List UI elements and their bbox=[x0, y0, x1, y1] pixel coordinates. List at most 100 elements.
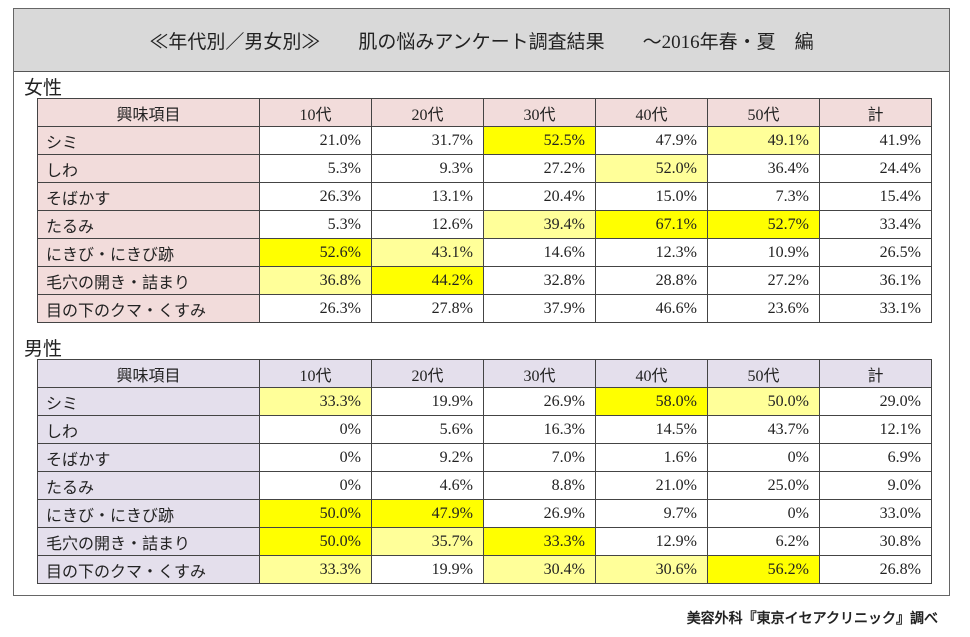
value-cell: 9.3% bbox=[371, 154, 484, 183]
value-cell: 13.1% bbox=[371, 182, 484, 211]
table-row: しわ 5.3% 9.3% 27.2% 52.0% 36.4% 24.4% bbox=[37, 154, 932, 183]
value-cell: 37.9% bbox=[483, 294, 596, 323]
column-header: 50代 bbox=[707, 98, 820, 127]
column-header: 40代 bbox=[595, 359, 708, 388]
value-cell: 41.9% bbox=[819, 126, 932, 155]
column-header: 計 bbox=[819, 359, 932, 388]
row-label: しわ bbox=[37, 154, 260, 183]
value-cell: 52.6% bbox=[259, 238, 372, 267]
source-credit: 美容外科『東京イセアクリニック』調べ bbox=[686, 611, 938, 627]
value-cell: 26.8% bbox=[819, 555, 932, 584]
value-cell: 33.4% bbox=[819, 210, 932, 239]
value-cell: 27.2% bbox=[707, 266, 820, 295]
table-row: そばかす 0% 9.2% 7.0% 1.6% 0% 6.9% bbox=[37, 443, 932, 472]
row-label: しわ bbox=[37, 415, 260, 444]
value-cell: 43.1% bbox=[371, 238, 484, 267]
value-cell: 33.0% bbox=[819, 499, 932, 528]
column-header: 興味項目 bbox=[37, 359, 260, 388]
value-cell: 26.3% bbox=[259, 182, 372, 211]
row-label: そばかす bbox=[37, 443, 260, 472]
value-cell: 9.0% bbox=[819, 471, 932, 500]
value-cell: 49.1% bbox=[707, 126, 820, 155]
value-cell: 47.9% bbox=[595, 126, 708, 155]
value-cell: 36.4% bbox=[707, 154, 820, 183]
value-cell: 10.9% bbox=[707, 238, 820, 267]
value-cell: 9.2% bbox=[371, 443, 484, 472]
row-label: シミ bbox=[37, 387, 260, 416]
value-cell: 5.3% bbox=[259, 210, 372, 239]
table-header-row: 興味項目 10代 20代 30代 40代 50代計 bbox=[37, 98, 932, 127]
value-cell: 50.0% bbox=[259, 527, 372, 556]
value-cell: 1.6% bbox=[595, 443, 708, 472]
value-cell: 14.6% bbox=[483, 238, 596, 267]
value-cell: 19.9% bbox=[371, 387, 484, 416]
value-cell: 12.1% bbox=[819, 415, 932, 444]
value-cell: 43.7% bbox=[707, 415, 820, 444]
female-table: 興味項目 10代 20代 30代 40代 50代計シミ 21.0% 31.7% 52.5% 47.… bbox=[37, 98, 932, 323]
value-cell: 52.0% bbox=[595, 154, 708, 183]
value-cell: 16.3% bbox=[483, 415, 596, 444]
value-cell: 20.4% bbox=[483, 182, 596, 211]
value-cell: 7.0% bbox=[483, 443, 596, 472]
column-header: 20代 bbox=[371, 359, 484, 388]
table-header-row: 興味項目 10代 20代 30代 40代 50代計 bbox=[37, 359, 932, 388]
value-cell: 56.2% bbox=[707, 555, 820, 584]
value-cell: 30.6% bbox=[595, 555, 708, 584]
value-cell: 58.0% bbox=[595, 387, 708, 416]
value-cell: 7.3% bbox=[707, 182, 820, 211]
column-header: 50代 bbox=[707, 359, 820, 388]
value-cell: 33.1% bbox=[819, 294, 932, 323]
value-cell: 27.2% bbox=[483, 154, 596, 183]
value-cell: 0% bbox=[259, 415, 372, 444]
row-label: にきび・にきび跡 bbox=[37, 499, 260, 528]
value-cell: 32.8% bbox=[483, 266, 596, 295]
value-cell: 52.7% bbox=[707, 210, 820, 239]
male-table: 興味項目 10代 20代 30代 40代 50代計シミ 33.3% 19.9% 26.9% 58.… bbox=[37, 359, 932, 584]
table-row: たるみ 5.3% 12.6% 39.4% 67.1% 52.7% 33.4% bbox=[37, 210, 932, 239]
value-cell: 27.8% bbox=[371, 294, 484, 323]
value-cell: 36.8% bbox=[259, 266, 372, 295]
table-row: にきび・にきび跡 50.0% 47.9% 26.9% 9.7% 0% 33.0% bbox=[37, 499, 932, 528]
value-cell: 21.0% bbox=[595, 471, 708, 500]
row-label: たるみ bbox=[37, 471, 260, 500]
value-cell: 15.0% bbox=[595, 182, 708, 211]
section-label-female: 女性 bbox=[24, 78, 63, 99]
value-cell: 26.5% bbox=[819, 238, 932, 267]
value-cell: 30.8% bbox=[819, 527, 932, 556]
value-cell: 5.6% bbox=[371, 415, 484, 444]
value-cell: 5.3% bbox=[259, 154, 372, 183]
value-cell: 50.0% bbox=[707, 387, 820, 416]
value-cell: 14.5% bbox=[595, 415, 708, 444]
row-label: たるみ bbox=[37, 210, 260, 239]
section-label-male: 男性 bbox=[24, 339, 63, 360]
value-cell: 12.9% bbox=[595, 527, 708, 556]
value-cell: 29.0% bbox=[819, 387, 932, 416]
page-title: ≪年代別／男女別≫ 肌の悩みアンケート調査結果 ～2016年春・夏 編 bbox=[14, 9, 949, 72]
value-cell: 33.3% bbox=[259, 555, 372, 584]
value-cell: 4.6% bbox=[371, 471, 484, 500]
table-row: シミ 21.0% 31.7% 52.5% 47.9% 49.1% 41.9% bbox=[37, 126, 932, 155]
column-header: 40代 bbox=[595, 98, 708, 127]
value-cell: 0% bbox=[259, 471, 372, 500]
value-cell: 47.9% bbox=[371, 499, 484, 528]
row-label: 毛穴の開き・詰まり bbox=[37, 527, 260, 556]
column-header: 10代 bbox=[259, 98, 372, 127]
table-row: にきび・にきび跡 52.6% 43.1% 14.6% 12.3% 10.9% 26.5% bbox=[37, 238, 932, 267]
value-cell: 35.7% bbox=[371, 527, 484, 556]
value-cell: 46.6% bbox=[595, 294, 708, 323]
row-label: 毛穴の開き・詰まり bbox=[37, 266, 260, 295]
value-cell: 39.4% bbox=[483, 210, 596, 239]
value-cell: 0% bbox=[707, 443, 820, 472]
value-cell: 9.7% bbox=[595, 499, 708, 528]
table-row: シミ 33.3% 19.9% 26.9% 58.0% 50.0% 29.0% bbox=[37, 387, 932, 416]
table-row: 毛穴の開き・詰まり 50.0% 35.7% 33.3% 12.9% 6.2% 30.8% bbox=[37, 527, 932, 556]
row-label: シミ bbox=[37, 126, 260, 155]
value-cell: 36.1% bbox=[819, 266, 932, 295]
column-header: 20代 bbox=[371, 98, 484, 127]
value-cell: 6.9% bbox=[819, 443, 932, 472]
value-cell: 24.4% bbox=[819, 154, 932, 183]
survey-frame: ≪年代別／男女別≫ 肌の悩みアンケート調査結果 ～2016年春・夏 編 女性 興… bbox=[13, 8, 950, 596]
value-cell: 33.3% bbox=[483, 527, 596, 556]
value-cell: 26.9% bbox=[483, 387, 596, 416]
value-cell: 31.7% bbox=[371, 126, 484, 155]
